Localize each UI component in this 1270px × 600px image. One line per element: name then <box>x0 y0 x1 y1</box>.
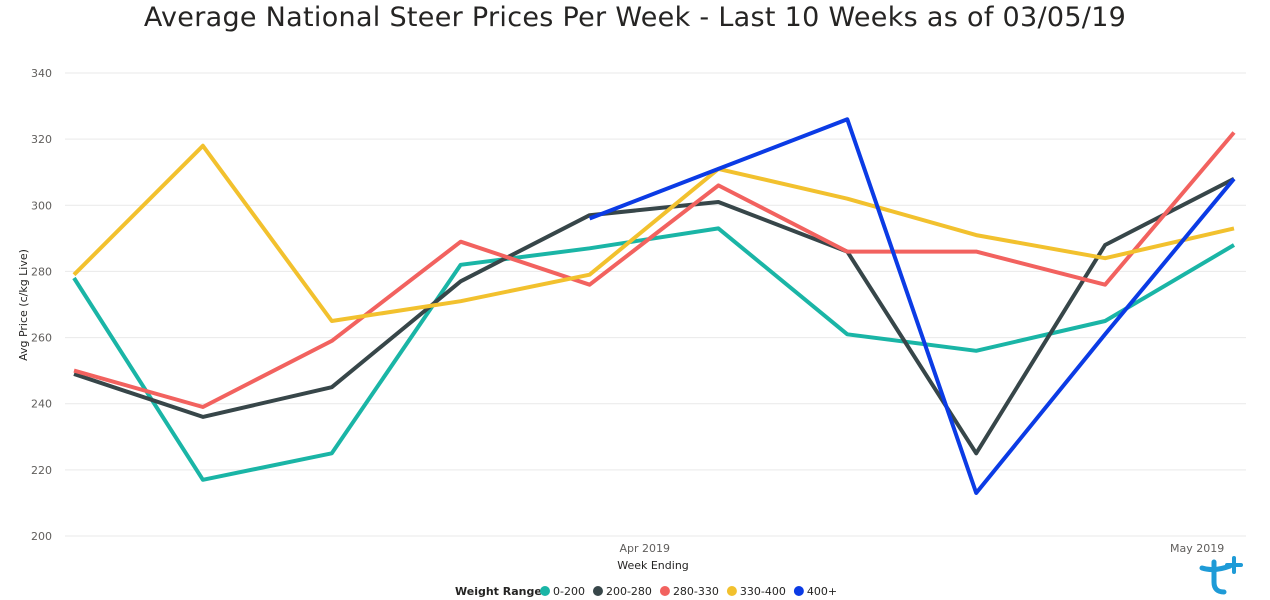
legend-title: Weight Range <box>455 585 542 598</box>
legend-entry-330-400: 330-400 <box>740 585 786 598</box>
series-line-200-280 <box>73 177 1235 456</box>
legend-entry-0-200: 0-200 <box>553 585 585 598</box>
legend-marker-280-330 <box>659 586 670 596</box>
y-tick-label: 280 <box>31 265 52 278</box>
series-line-280-330 <box>73 131 1236 409</box>
legend: Weight Range 0-200 200-280 280-330 330-400 4… <box>455 585 837 598</box>
legend-entry-400+: 400+ <box>807 585 837 598</box>
series-line-0-200 <box>72 226 1236 482</box>
legend-marker-0-200 <box>540 586 550 596</box>
series-lines <box>72 117 1236 495</box>
x-axis-ticks: Apr 2019 May 2019 <box>620 542 1225 555</box>
legend-marker-200-280 <box>592 586 603 596</box>
legend-marker-330-400 <box>726 586 737 596</box>
y-tick-label: 220 <box>31 464 52 477</box>
y-tick-label: 240 <box>31 398 52 411</box>
x-tick-label: Apr 2019 <box>620 542 671 555</box>
legend-entry-280-330: 280-330 <box>673 585 719 598</box>
series-line-330-400 <box>72 143 1235 323</box>
legend-entry-200-280: 200-280 <box>606 585 652 598</box>
brand-logo-icon <box>1199 556 1243 595</box>
y-axis-title: Avg Price (c/kg Live) <box>17 249 30 361</box>
series-line-400+ <box>588 117 1236 495</box>
x-axis-title: Week Ending <box>617 559 689 572</box>
x-tick-label: May 2019 <box>1170 542 1224 555</box>
y-tick-label: 320 <box>31 133 52 146</box>
y-tick-label: 260 <box>31 332 52 345</box>
y-tick-label: 300 <box>31 199 52 212</box>
y-tick-label: 340 <box>31 67 52 80</box>
chart-title: Average National Steer Prices Per Week -… <box>143 2 1127 33</box>
legend-marker-400+ <box>793 586 804 596</box>
y-axis-ticks: 200 220 240 260 280 300 320 340 <box>31 67 52 543</box>
y-tick-label: 200 <box>31 530 52 543</box>
